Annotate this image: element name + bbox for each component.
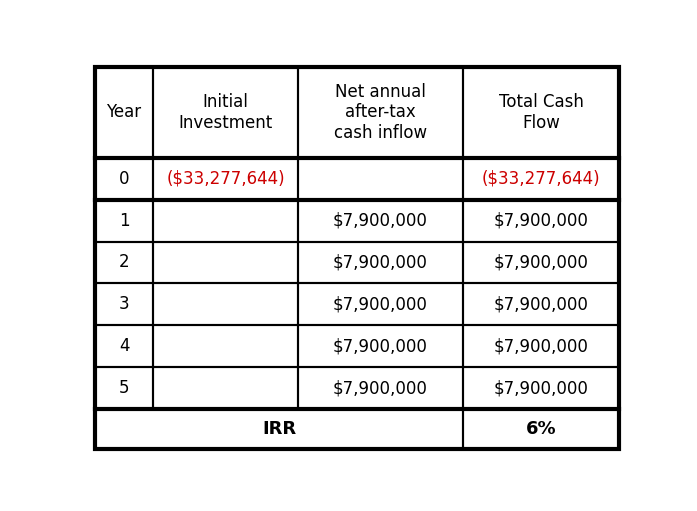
Text: 0: 0 — [118, 170, 129, 188]
Text: $7,900,000: $7,900,000 — [333, 212, 428, 229]
Text: 5: 5 — [118, 379, 129, 397]
Bar — [463, 67, 619, 158]
Bar — [298, 242, 463, 284]
Bar — [298, 284, 463, 326]
Bar — [463, 409, 619, 449]
Bar — [298, 326, 463, 367]
Text: $7,900,000: $7,900,000 — [493, 337, 588, 355]
Text: 1: 1 — [118, 212, 130, 229]
Bar — [463, 284, 619, 326]
Text: $7,900,000: $7,900,000 — [333, 337, 428, 355]
Bar — [95, 367, 153, 409]
Text: Net annual
after-tax
cash inflow: Net annual after-tax cash inflow — [334, 83, 427, 142]
Bar — [298, 158, 463, 200]
Bar — [153, 326, 298, 367]
Text: 4: 4 — [118, 337, 129, 355]
Bar — [95, 67, 153, 158]
Bar — [153, 67, 298, 158]
Bar — [153, 284, 298, 326]
Bar — [153, 200, 298, 242]
Text: Total Cash
Flow: Total Cash Flow — [498, 93, 583, 132]
Text: $7,900,000: $7,900,000 — [493, 295, 588, 313]
Text: 6%: 6% — [526, 420, 556, 438]
Bar — [463, 200, 619, 242]
Bar — [298, 200, 463, 242]
Bar — [95, 326, 153, 367]
Bar — [298, 367, 463, 409]
Bar — [298, 67, 463, 158]
Bar — [95, 242, 153, 284]
Text: $7,900,000: $7,900,000 — [333, 253, 428, 271]
Bar — [153, 367, 298, 409]
Bar — [95, 200, 153, 242]
Bar — [95, 284, 153, 326]
Text: Initial
Investment: Initial Investment — [178, 93, 273, 132]
Bar — [463, 242, 619, 284]
Bar — [95, 409, 463, 449]
Text: IRR: IRR — [262, 420, 296, 438]
Text: 3: 3 — [118, 295, 130, 313]
Bar — [153, 242, 298, 284]
Text: $7,900,000: $7,900,000 — [493, 212, 588, 229]
Bar — [463, 326, 619, 367]
Bar — [463, 158, 619, 200]
Text: $7,900,000: $7,900,000 — [333, 379, 428, 397]
Text: Year: Year — [107, 103, 141, 122]
Text: $7,900,000: $7,900,000 — [493, 379, 588, 397]
Text: ($33,277,644): ($33,277,644) — [166, 170, 285, 188]
Bar — [153, 158, 298, 200]
Bar — [463, 367, 619, 409]
Text: 2: 2 — [118, 253, 130, 271]
Bar — [95, 158, 153, 200]
Text: $7,900,000: $7,900,000 — [333, 295, 428, 313]
Text: ($33,277,644): ($33,277,644) — [482, 170, 600, 188]
Text: $7,900,000: $7,900,000 — [493, 253, 588, 271]
